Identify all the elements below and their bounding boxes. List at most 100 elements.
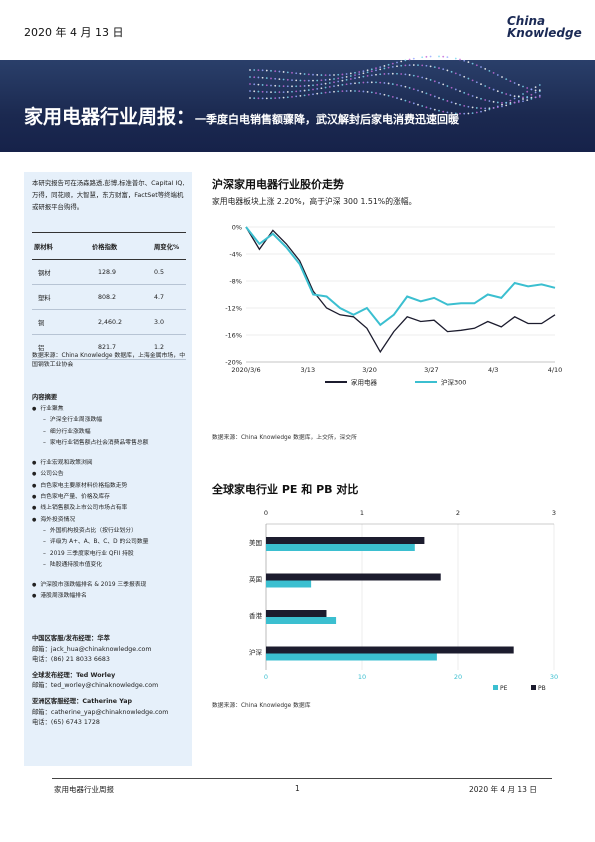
banner-dot — [433, 80, 436, 83]
contact-line: 邮箱：ted_worley@chinaknowledge.com — [32, 682, 159, 690]
banner-dot — [442, 98, 445, 101]
banner-dot — [530, 97, 533, 100]
banner-dot — [312, 84, 314, 87]
pe-pb-chart-source: 数据来源：China Knowledge 数据库 — [212, 703, 311, 709]
banner-dot — [438, 109, 440, 112]
banner-dot — [404, 73, 407, 76]
banner-dot — [505, 101, 508, 104]
banner-dot — [501, 103, 503, 106]
banner-dot — [383, 65, 386, 67]
category-label: 英国 — [249, 575, 262, 584]
banner-dot — [471, 106, 474, 109]
banner-dot — [261, 69, 264, 72]
banner-dot — [505, 104, 508, 107]
banner-dot — [379, 73, 382, 76]
banner-dot — [513, 101, 516, 104]
y-tick-label: -16% — [225, 332, 242, 340]
banner-dot — [261, 76, 264, 79]
banner-dot — [265, 91, 268, 93]
banner-dot — [417, 89, 419, 92]
x-tick-label: 3/27 — [424, 366, 439, 374]
banner-dot — [303, 89, 306, 92]
banner-dot — [387, 72, 390, 75]
banner-dot — [303, 73, 306, 75]
top-axis-tick-label: 2 — [456, 509, 460, 517]
banner-dot — [345, 83, 348, 86]
banner-dot — [383, 67, 386, 70]
banner-dot — [450, 56, 453, 59]
contact-title: 全球发布经理：Ted Worley — [32, 671, 116, 679]
banner-dot — [324, 91, 327, 94]
banner-dot — [513, 97, 516, 100]
banner-dot — [312, 93, 314, 96]
banner-dot — [282, 85, 285, 88]
banner-dot — [526, 90, 529, 93]
banner-dot — [358, 73, 361, 76]
banner-dot — [408, 58, 411, 61]
page-number: 1 — [295, 784, 300, 793]
banner-dot — [438, 55, 440, 58]
banner-dot — [454, 88, 457, 91]
banner-dot — [249, 83, 251, 85]
banner-dot — [463, 91, 466, 94]
banner-dot — [391, 66, 394, 68]
banner-dot — [349, 90, 352, 92]
banner-dot — [488, 108, 491, 111]
contact-info: 中国区客服/发布经理：华萃 邮箱：jack_hua@chinaknowledge.… — [32, 634, 190, 734]
banner-dot — [253, 76, 256, 79]
banner-dot — [534, 96, 537, 99]
banner-dot — [307, 79, 310, 82]
banner-dot — [362, 75, 365, 78]
banner-dot — [249, 90, 251, 92]
banner-dot — [538, 89, 541, 91]
banner-dot — [429, 107, 432, 110]
banner-dot — [257, 97, 260, 100]
banner-dot — [526, 99, 529, 102]
banner-dot — [412, 102, 415, 105]
banner-dot — [459, 74, 461, 76]
banner-dot — [538, 84, 541, 86]
banner-dot — [459, 103, 461, 106]
banner-dot — [391, 72, 394, 75]
banner-dot — [421, 105, 424, 107]
banner-dot — [282, 78, 285, 81]
bar-pe — [266, 617, 337, 624]
banner-dot — [404, 85, 407, 88]
banner-dot — [291, 85, 293, 88]
banner-dot — [320, 87, 323, 90]
raw-material-table: 原材料 价格指数 周变化% 钢材 128.9 0.5 塑料 808.2 4.7 铜 2,4… — [32, 232, 186, 360]
banner-dot — [404, 64, 407, 67]
banner-dot — [337, 73, 340, 76]
banner-dot — [333, 78, 335, 80]
banner-dot — [501, 76, 503, 78]
banner-dot — [370, 70, 373, 73]
bar-pb — [266, 573, 441, 581]
banner-dot — [274, 70, 277, 73]
banner-dot — [312, 88, 314, 91]
banner-dot — [316, 92, 319, 95]
banner-dot — [417, 56, 419, 59]
banner-dot — [475, 107, 478, 109]
toc-item: 港股周涨跌幅排名 — [32, 591, 190, 602]
banner-dot — [463, 104, 466, 107]
pe-pb-title: 全球家电行业 PE 和 PB 对比 — [212, 483, 359, 496]
banner-dot — [505, 93, 508, 95]
banner-dot — [450, 112, 453, 114]
banner-dot — [450, 101, 453, 104]
legend-label: PB — [538, 685, 546, 692]
banner-dot — [480, 110, 482, 113]
x-tick-label: 2020/3/6 — [231, 366, 260, 374]
banner-dot — [480, 66, 482, 68]
banner-dot — [387, 63, 390, 66]
banner-dot — [316, 83, 319, 86]
banner-dot — [417, 103, 419, 106]
banner-dot — [337, 77, 340, 80]
banner-dot — [274, 91, 277, 94]
banner-dot — [249, 76, 251, 78]
banner-dot — [454, 72, 457, 75]
banner-dot — [522, 85, 524, 88]
banner-dot — [320, 92, 323, 95]
banner-dot — [379, 92, 382, 95]
banner-dot — [404, 59, 407, 62]
banner-dot — [358, 71, 361, 73]
